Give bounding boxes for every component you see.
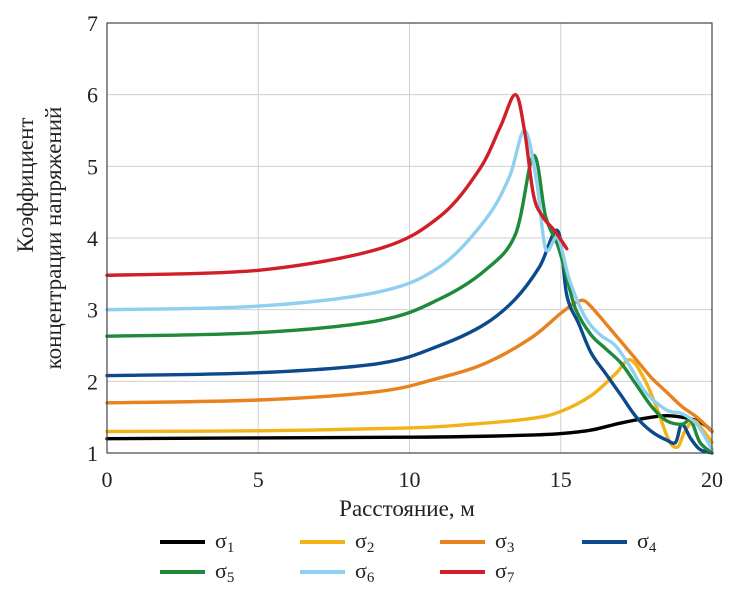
series-line-5 [105, 153, 714, 455]
y-tick-label: 7 [87, 11, 98, 36]
x-tick-label: 10 [399, 467, 421, 492]
y-tick-label: 4 [87, 226, 98, 251]
x-tick-label: 0 [102, 467, 113, 492]
series-line-7 [105, 93, 569, 277]
y-tick-label: 3 [87, 298, 98, 323]
legend-label-1: σ1 [215, 528, 234, 556]
y-tick-label: 2 [87, 369, 98, 394]
series-line-2 [105, 358, 714, 450]
plot-frame [106, 22, 713, 454]
y-axis-label-line1: Коэффициент [13, 118, 38, 253]
y-tick-labels: 1 2 3 4 5 6 7 [87, 11, 98, 466]
y-tick-label: 6 [87, 83, 98, 108]
x-tick-label: 15 [550, 467, 572, 492]
y-tick-label: 5 [87, 154, 98, 179]
series-line-4 [105, 228, 714, 455]
legend-label-6: σ6 [355, 558, 375, 586]
legend-label-7: σ7 [495, 558, 515, 586]
legend: σ1 σ2 σ3 σ4 σ5 σ6 σ7 [160, 528, 657, 586]
x-tick-label: 5 [253, 467, 264, 492]
series-lines [105, 93, 714, 455]
x-axis-label: Расстояние, м [339, 496, 475, 521]
x-tick-label: 20 [701, 467, 723, 492]
legend-label-4: σ4 [637, 528, 657, 556]
series-line-3 [105, 298, 714, 434]
legend-label-2: σ2 [355, 528, 374, 556]
y-axis-label-line2: концентрации напряжений [41, 107, 66, 370]
legend-label-3: σ3 [495, 528, 514, 556]
y-tick-label: 1 [87, 441, 98, 466]
x-tick-labels: 0 5 10 15 20 [102, 467, 724, 492]
legend-label-5: σ5 [215, 558, 234, 586]
